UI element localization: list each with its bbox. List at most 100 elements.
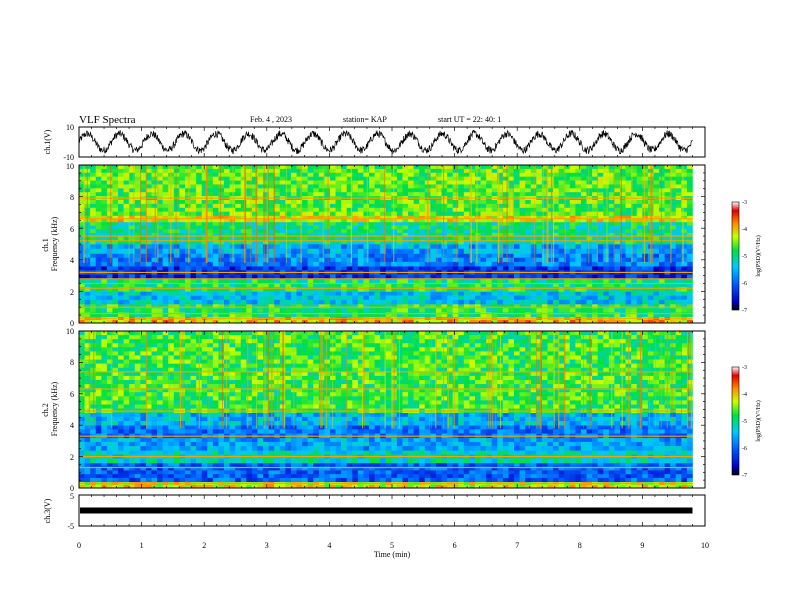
spectrogram-cell [675,207,682,212]
spectrogram-cell [224,287,230,292]
spectrogram-cell [486,287,493,292]
spectrogram-cell [592,287,598,292]
spectrogram-cell [212,221,219,226]
spectrogram-cell [474,295,481,301]
spectrogram-cell [502,176,509,181]
spectrogram-cell [101,192,108,197]
spectrogram-cell [162,221,169,226]
spectrogram-cell [569,236,576,241]
spectrogram-cell [341,308,347,313]
spectrogram-cell [541,192,548,197]
spectrogram-cell [491,308,498,313]
spectrogram-cell [335,215,342,220]
spectrogram-cell [681,176,688,181]
spectrogram-cell [145,319,152,324]
spectrogram-cell [592,291,598,296]
spectrogram-cell [497,218,504,223]
spectrogram-cell [419,229,426,234]
spectrogram-cell [229,312,236,317]
spectrogram-cell [79,299,85,305]
spectrogram-cell [497,180,504,185]
spectrogram-cell [575,278,582,284]
spectrogram-cell [274,192,281,197]
spectrogram-cell [396,184,403,189]
spectrogram-cell [307,207,314,212]
spectrogram-cell [101,282,108,288]
spectrogram-cell [90,184,97,189]
spectrogram-cell [653,180,660,185]
spectrogram-cell [458,291,465,296]
spectrogram-cell [101,299,108,305]
spectrogram-cell [525,244,532,250]
spectrogram-cell [519,308,526,313]
spectrogram-cell [603,225,610,230]
spectrogram-cell [90,253,97,258]
spectrogram-cell [497,165,504,170]
spectrogram-cell [619,244,626,250]
spectrogram-cell [296,287,303,292]
spectrogram-cell [369,232,375,237]
spectrogram-cell [95,172,102,177]
spectrogram-cell [335,257,342,263]
spectrogram-cell [157,299,163,305]
spectrogram-cell [497,257,504,263]
spectrogram-cell [536,248,543,254]
spectrogram-cell [536,312,543,317]
spectrogram-cell [413,266,420,271]
spectrogram-cell [441,295,448,301]
ch2-spectrogram-panel: 0 2 4 6 8 10 ch.2 Frequency (kHz) [41,327,706,493]
spectrogram-cell [380,287,387,292]
spectrogram-cell [90,188,97,193]
spectrogram-cell [157,244,163,250]
spectrogram-cell [419,248,426,254]
spectrogram-cell [597,308,604,313]
spectrogram-cell [218,229,225,234]
spectrogram-cell [580,261,587,267]
spectrogram-cell [614,299,621,305]
spectrogram-cell [675,257,682,263]
spectrogram-cell [597,240,604,245]
spectrogram-cell [218,319,225,324]
spectrogram-cell [419,236,426,241]
spectrogram-cell [502,200,509,205]
spectrogram-cell [631,319,638,324]
spectrogram-cell [675,172,682,177]
spectrogram-cell [452,274,459,280]
spectrogram-cell [190,200,197,205]
spectrogram-cell [302,229,308,234]
spectrogram-cell [179,240,186,245]
spectrogram-cell [296,203,303,209]
spectrogram-cell [302,200,308,205]
spectrogram-cell [285,282,292,288]
spectrogram-cell [201,207,208,212]
spectrogram-cell [302,207,308,212]
spectrogram-cell [514,240,520,245]
spectrogram-cell [357,200,364,205]
spectrogram-cell [352,261,359,267]
spectrogram-cell [653,266,660,271]
spectrogram-cell [536,172,543,177]
spectrogram-cell [670,168,677,174]
spectrogram-cell [263,304,269,309]
spectrogram-cell [664,180,671,185]
spectrogram-cell [357,203,364,209]
spectrogram-cell [402,312,409,317]
spectrogram-cell [307,248,314,254]
spectrogram-cell [514,200,520,205]
spectrogram-cell [263,207,269,212]
spectrogram-cell [413,319,420,324]
spectrogram-cell [659,168,665,174]
spectrogram-cell [631,257,638,263]
spectrogram-cell [430,312,437,317]
spectrogram-cell [318,295,325,301]
spectrogram-cell [129,312,136,317]
spectrogram-cell [173,282,180,288]
spectrogram-cell [396,291,403,296]
spectrogram-cell [486,221,493,226]
spectrogram-cell [140,291,147,296]
spectrogram-cell [536,304,543,309]
spectrogram-cell [218,484,225,489]
spectrogram-cell [151,184,158,189]
spectrogram-cell [352,180,359,185]
spectrogram-cell [659,232,665,237]
